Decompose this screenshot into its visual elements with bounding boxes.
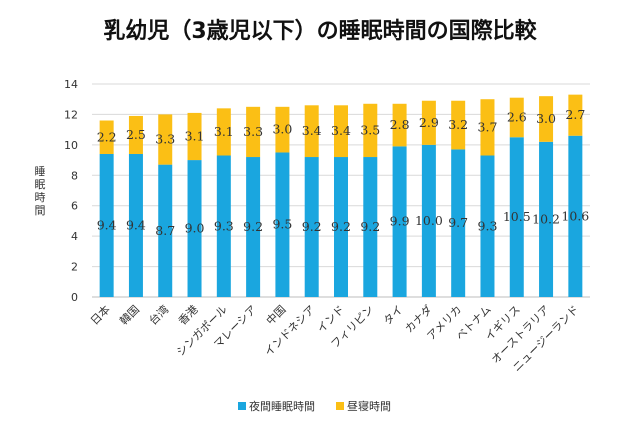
- data-label-nap: 3.3: [243, 124, 263, 139]
- bar-night-sleep: [187, 160, 202, 297]
- data-label-night-sleep: 9.7: [448, 215, 468, 230]
- data-label-nap: 2.8: [390, 117, 410, 132]
- x-tick-label: 台湾: [146, 302, 171, 327]
- bar-nap: [246, 106, 261, 158]
- chart-title: 乳幼児（3歳児以下）の睡眠時間の国際比較: [103, 18, 537, 44]
- x-tick-label: タイ: [381, 303, 406, 328]
- y-tick-label: 0: [71, 291, 78, 304]
- data-label-night-sleep: 10.5: [503, 209, 531, 224]
- data-label-nap: 2.2: [97, 129, 117, 144]
- data-label-nap: 3.2: [448, 117, 468, 132]
- data-label-nap: 3.1: [214, 124, 234, 139]
- data-label-night-sleep: 10.6: [561, 208, 589, 223]
- bar-night-sleep: [480, 155, 495, 297]
- data-label-nap: 2.7: [565, 107, 585, 122]
- x-tick-label: 韓国: [117, 303, 142, 328]
- data-label-nap: 3.0: [272, 122, 292, 137]
- data-label-night-sleep: 8.7: [155, 223, 175, 238]
- data-label-night-sleep: 9.0: [185, 221, 205, 236]
- legend: 夜間睡眠時間 昼寝時間: [238, 399, 391, 413]
- data-label-nap: 2.9: [419, 115, 439, 130]
- x-tick-label: 日本: [87, 302, 112, 327]
- x-tick-label: 香港: [176, 303, 201, 328]
- data-label-nap: 3.4: [302, 123, 322, 138]
- data-label-nap: 3.3: [155, 132, 175, 147]
- bar-night-sleep: [539, 141, 554, 297]
- legend-swatch: [336, 402, 344, 410]
- legend-swatch: [238, 402, 246, 410]
- bars: [99, 94, 583, 297]
- bar-nap: [480, 99, 495, 156]
- bar-nap: [216, 108, 231, 156]
- bar-night-sleep: [246, 157, 261, 297]
- y-axis-title-char: 間: [35, 204, 46, 217]
- bar-night-sleep: [99, 153, 114, 297]
- data-label-night-sleep: 9.4: [97, 217, 117, 232]
- y-tick-label: 6: [71, 200, 78, 213]
- legend-entry: 夜間睡眠時間: [249, 399, 315, 413]
- y-axis-title: 睡眠時間: [35, 165, 46, 217]
- y-axis-title-char: 眠: [35, 178, 46, 191]
- bar-night-sleep: [363, 157, 378, 297]
- data-label-nap: 3.7: [478, 119, 498, 134]
- data-label-nap: 2.6: [507, 109, 527, 124]
- data-label-night-sleep: 9.4: [126, 217, 146, 232]
- bar-night-sleep: [421, 144, 436, 297]
- bar-nap: [128, 115, 143, 154]
- bar-nap: [421, 100, 436, 145]
- y-axis-label: 睡眠時間: [35, 165, 46, 217]
- bar-night-sleep: [451, 149, 466, 297]
- bar-nap: [334, 105, 348, 158]
- data-label-nap: 3.1: [185, 128, 205, 143]
- data-label-night-sleep: 9.2: [331, 219, 351, 234]
- data-label-night-sleep: 9.2: [243, 219, 263, 234]
- bar-nap: [568, 94, 583, 136]
- bar-night-sleep: [275, 152, 290, 297]
- bar-nap: [158, 114, 173, 165]
- bar-nap: [539, 96, 554, 142]
- data-label-nap: 3.4: [331, 123, 351, 138]
- legend-entry: 昼寝時間: [347, 399, 391, 413]
- y-tick-label: 8: [71, 169, 78, 182]
- data-label-night-sleep: 10.0: [415, 213, 443, 228]
- y-tick-label: 14: [64, 78, 78, 91]
- y-axis: 0 2 4 6 8 10 12 14: [64, 78, 78, 304]
- bar-night-sleep: [128, 153, 143, 297]
- bar-nap: [451, 100, 466, 150]
- bar-nap: [392, 103, 407, 147]
- bar-nap: [275, 106, 290, 153]
- bar-night-sleep: [392, 146, 407, 297]
- y-tick-label: 4: [71, 230, 78, 243]
- bar-nap: [99, 120, 114, 154]
- data-label-night-sleep: 9.3: [478, 218, 498, 233]
- bar-night-sleep: [509, 137, 524, 297]
- y-tick-label: 12: [64, 108, 78, 121]
- bar-nap: [509, 97, 524, 138]
- data-label-night-sleep: 9.9: [390, 214, 410, 229]
- bar-night-sleep: [568, 135, 583, 297]
- data-label-nap: 3.0: [536, 111, 556, 126]
- data-labels: 9.4 2.2 9.4 2.5 8.7 3.3 9.0 3.1 9.3 3.1 9.2 3.3 9.5 3…: [97, 107, 590, 238]
- y-tick-label: 10: [64, 139, 78, 152]
- data-label-night-sleep: 9.2: [360, 219, 380, 234]
- bar-night-sleep: [304, 157, 319, 297]
- data-label-nap: 2.5: [126, 127, 146, 142]
- y-axis-title-char: 睡: [35, 165, 46, 178]
- data-label-night-sleep: 9.3: [214, 218, 234, 233]
- data-label-night-sleep: 10.2: [532, 211, 560, 226]
- bar-night-sleep: [334, 157, 348, 297]
- bar-nap: [304, 105, 319, 158]
- data-label-night-sleep: 9.5: [272, 217, 292, 232]
- y-axis-title-char: 時: [35, 191, 46, 204]
- data-label-nap: 3.5: [360, 122, 380, 137]
- bar-night-sleep: [158, 164, 173, 297]
- bar-nap: [363, 103, 378, 158]
- bar-night-sleep: [216, 155, 231, 297]
- data-label-night-sleep: 9.2: [302, 219, 322, 234]
- y-tick-label: 2: [71, 261, 78, 274]
- x-tick-label: 中国: [264, 303, 289, 328]
- bar-nap: [187, 112, 202, 161]
